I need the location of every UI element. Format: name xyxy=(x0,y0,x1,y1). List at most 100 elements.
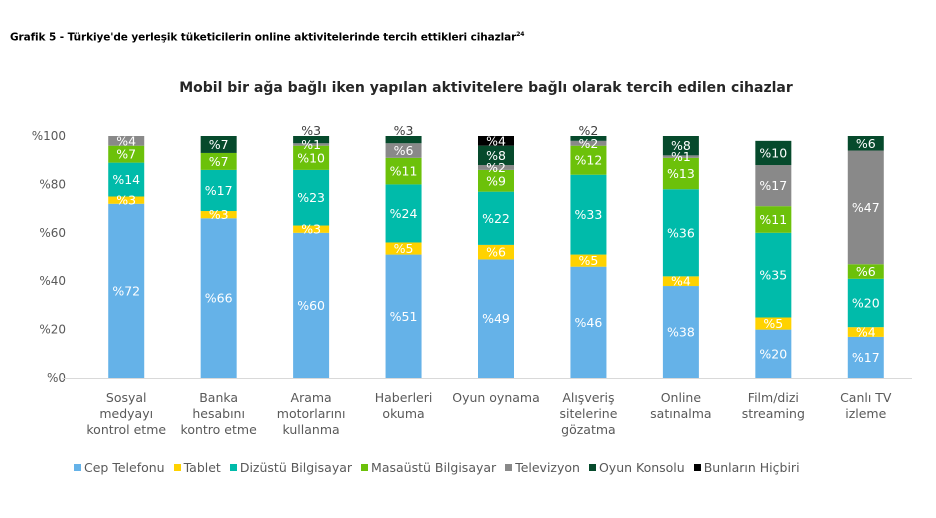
x-tick-label: Arama motorlarını kullanma xyxy=(277,390,346,437)
bar-segment xyxy=(570,145,607,175)
bar-segment xyxy=(478,244,514,260)
bar-segment xyxy=(200,136,237,153)
bar-segment xyxy=(755,140,792,166)
x-tick-label: Online satınalma xyxy=(650,390,711,421)
data-label: %1 xyxy=(671,149,691,164)
data-label: %5 xyxy=(394,241,414,256)
x-tick-label-line: sitelerine xyxy=(559,406,617,421)
data-label: %6 xyxy=(856,136,876,151)
legend-label: Cep Telefonu xyxy=(84,460,165,475)
x-tick-label-line: Film/dizi xyxy=(748,390,799,405)
bar-segment xyxy=(108,203,145,378)
bar-segment xyxy=(385,254,422,378)
bar-segment xyxy=(478,145,514,166)
data-label: %9 xyxy=(486,173,506,188)
data-label: %1 xyxy=(301,137,321,152)
bar-segment xyxy=(847,327,884,337)
data-label: %13 xyxy=(667,166,695,181)
legend-swatch xyxy=(693,464,701,471)
bar-segment xyxy=(755,317,792,330)
legend-swatch xyxy=(229,464,237,471)
bar-segment xyxy=(478,259,514,378)
legend-item: Masaüstü Bilgisayar xyxy=(361,460,496,475)
y-axis: %0 %20 %40 %60 %80 %100 xyxy=(32,129,912,385)
data-label: %6 xyxy=(856,264,876,279)
bar-segment xyxy=(385,157,422,185)
data-label: %66 xyxy=(205,291,233,306)
bar-segment xyxy=(293,225,330,233)
data-label: %49 xyxy=(482,311,510,326)
data-label: %5 xyxy=(763,316,783,331)
bar-segment xyxy=(570,136,607,141)
chart-title: Mobil bir ağa bağlı iken yapılan aktivit… xyxy=(179,80,793,96)
data-label: %24 xyxy=(390,206,418,221)
legend-item: Oyun Konsolu xyxy=(588,460,685,475)
data-label: %33 xyxy=(575,207,603,222)
bar-segment xyxy=(847,136,884,151)
bar-segment xyxy=(293,136,330,144)
data-label: %4 xyxy=(116,133,136,148)
bar-stack: %38 %4 %36 %13 %1%8 xyxy=(662,136,699,378)
bar-segment xyxy=(847,278,884,328)
legend-item: Bunların Hiçbiri xyxy=(693,460,800,475)
y-tick-label: %100 xyxy=(32,129,66,143)
legend-label: Dizüstü Bilgisayar xyxy=(239,460,353,475)
data-label: %2 xyxy=(579,136,599,151)
data-label: %5 xyxy=(579,253,599,268)
data-label: %3 xyxy=(301,222,321,237)
x-tick-label: Haberleri okuma xyxy=(375,390,433,421)
x-tick-label-line: Haberleri xyxy=(375,390,433,405)
bar-segment xyxy=(478,169,514,192)
bar-segment xyxy=(755,232,792,318)
x-tick-label-line: Oyun oynama xyxy=(452,390,540,405)
data-label: %72 xyxy=(112,283,140,298)
data-label: %17 xyxy=(852,350,880,365)
x-tick-label-line: gözatma xyxy=(561,422,616,437)
data-label: %6 xyxy=(394,143,414,158)
bar-segment xyxy=(662,155,699,158)
x-tick-label-line: izleme xyxy=(845,406,886,421)
x-tick-label-line: Alışveriş xyxy=(562,390,614,405)
data-label: %4 xyxy=(856,325,876,340)
data-label: %8 xyxy=(486,148,506,163)
bar-segment xyxy=(755,329,792,378)
bars: %72%3%14%7%4%66%3%17%7%7%60%3%23%10%1%3%… xyxy=(108,123,884,378)
bar-segment xyxy=(293,145,330,170)
bar-segment xyxy=(570,174,607,255)
data-label: %7 xyxy=(209,154,229,169)
bar-segment xyxy=(662,157,699,190)
legend-label: Bunların Hiçbiri xyxy=(703,460,800,475)
x-tick-label-line: Canlı TV xyxy=(840,390,892,405)
bar-segment xyxy=(293,143,330,146)
x-tick-label: Alışveriş sitelerine gözatma xyxy=(559,390,617,437)
bar-segment xyxy=(108,136,145,146)
figure-title: Grafik 5 - Türkiye'de yerleşik tüketicil… xyxy=(10,31,524,44)
bar-segment xyxy=(108,162,145,197)
bar-segment xyxy=(200,152,237,170)
legend-label: Tablet xyxy=(183,460,221,475)
figure-title-text: Grafik 5 - Türkiye'de yerleşik tüketicil… xyxy=(10,31,517,44)
bar-segment xyxy=(478,165,514,170)
x-tick-label-line: kontrol etme xyxy=(86,422,166,437)
legend-item: Tablet xyxy=(173,460,221,475)
bar-segment xyxy=(200,211,237,219)
bar-segment xyxy=(662,276,699,287)
y-tick-label: %60 xyxy=(39,226,66,240)
legend-swatch xyxy=(173,464,181,471)
x-tick-label-line: Arama xyxy=(291,390,332,405)
data-label: %20 xyxy=(852,295,880,310)
legend-label: Televizyon xyxy=(515,460,580,475)
legend: Cep Telefonu Tablet Dizüstü Bilgisayar Masa… xyxy=(74,460,800,475)
x-tick-label-line: Online xyxy=(661,390,702,405)
bar-segment xyxy=(755,165,792,207)
x-tick-label-line: Banka xyxy=(199,390,238,405)
data-label: %46 xyxy=(575,315,603,330)
data-label: %3 xyxy=(116,193,136,208)
bar-stack: %49 %6 %22 %9%2%8%4 xyxy=(478,133,514,378)
data-label: %4 xyxy=(486,133,506,148)
data-label: %2 xyxy=(579,123,599,138)
data-label: %3 xyxy=(301,123,321,138)
bar-stack: %17 %4 %20 %6 %47 %6 xyxy=(847,136,884,378)
legend-swatch xyxy=(588,464,596,471)
bar-segment xyxy=(385,242,422,255)
